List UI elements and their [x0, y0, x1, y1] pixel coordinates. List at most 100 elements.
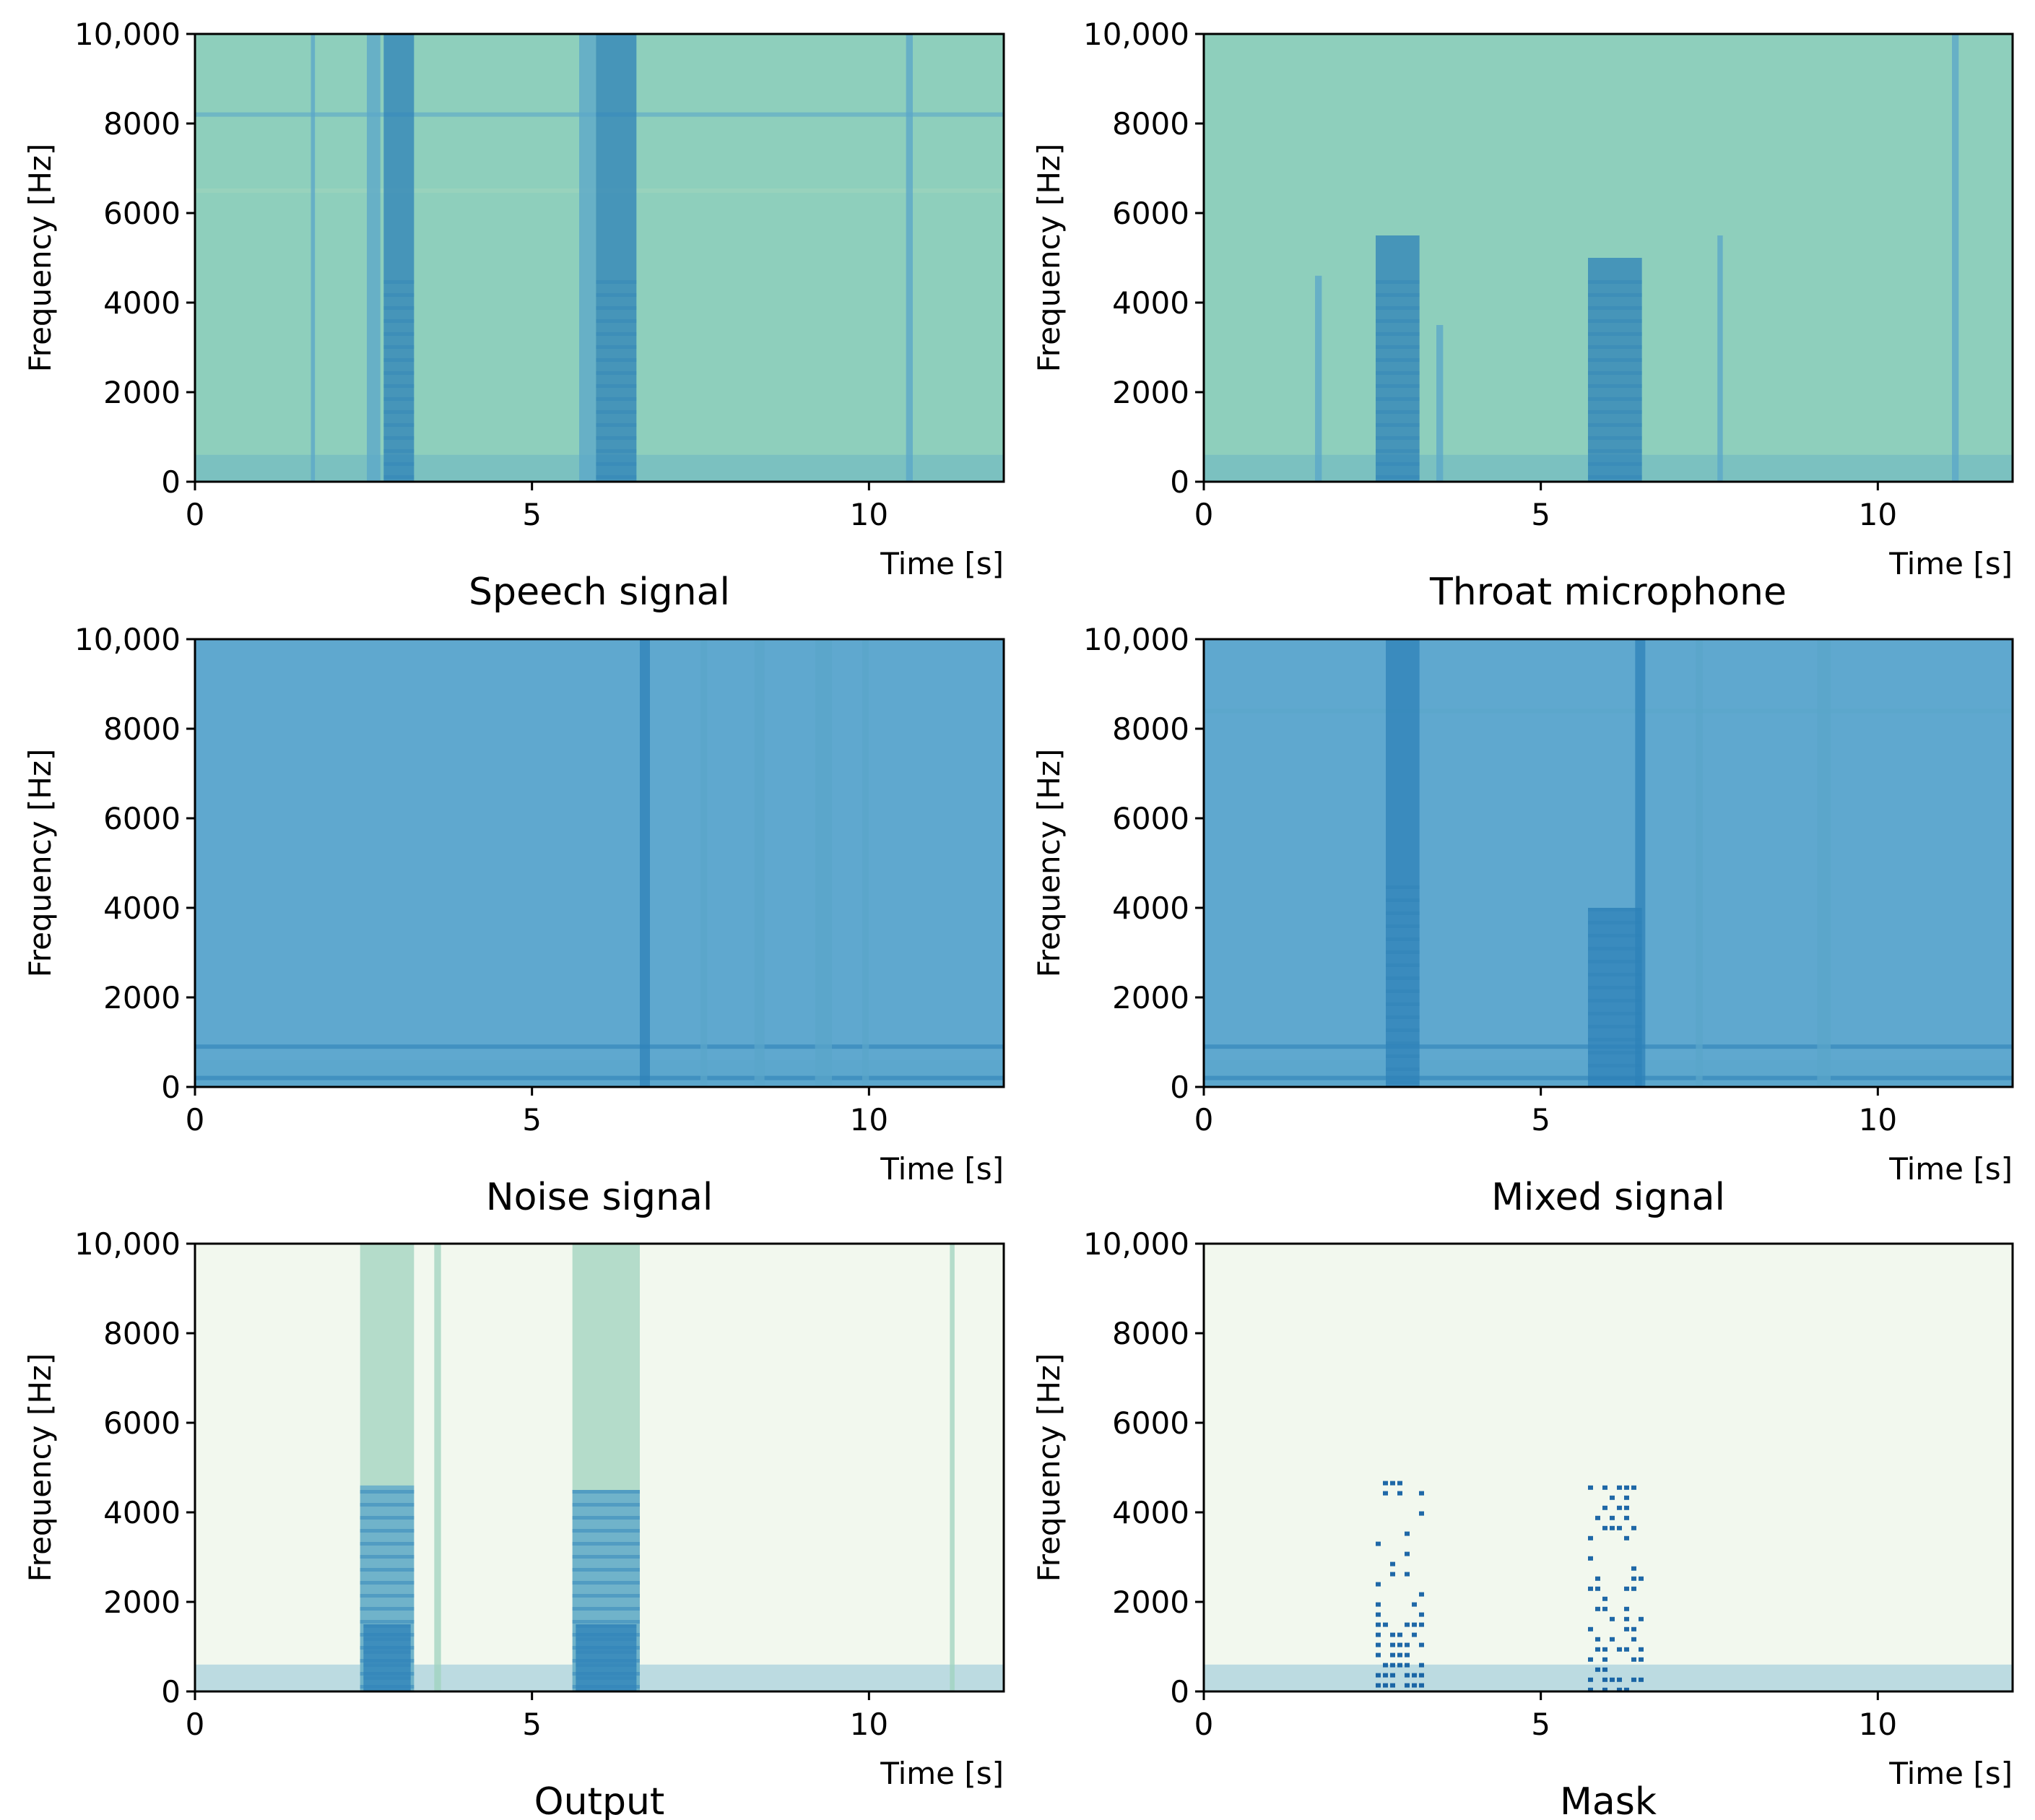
chart-3-ytick-label-5: 10,000: [1083, 622, 1189, 657]
chart-0-energy-band-2: [383, 34, 415, 482]
chart-1-xtick-label-0: 0: [1194, 497, 1214, 532]
chart-4-xtick-label-1: 5: [522, 1707, 542, 1742]
chart-2-ytick-label-0: 0: [161, 1070, 181, 1105]
chart-4-energy-band-3: [434, 1244, 441, 1691]
chart-3-xtick-label-2: 10: [1859, 1102, 1897, 1138]
chart-5-energy-band-1: [1588, 1485, 1644, 1691]
chart-5-xlabel: Time [s]: [1888, 1756, 2013, 1791]
chart-4-ytick-label-3: 6000: [103, 1405, 181, 1441]
chart-0-axes-frame: [194, 32, 1005, 483]
chart-0-xlabel: Time [s]: [880, 546, 1004, 581]
chart-0-energy-band-0: [311, 34, 316, 482]
chart-5-plot-area: [1204, 1244, 2013, 1691]
chart-3-energy-band-1: [1588, 908, 1642, 1087]
chart-2-xtick-label-0: 0: [186, 1102, 205, 1138]
chart-3-xlabel: Time [s]: [1888, 1151, 2013, 1187]
chart-1-ytick-label-4: 8000: [1112, 106, 1189, 142]
chart-5: 0 2000 4000 6000 8000 10,000 0 5 10 Time [s] Frequ…: [1031, 1226, 2014, 1820]
chart-3-energy-band-3: [1696, 639, 1703, 1087]
chart-0-ytick-label-2: 4000: [103, 285, 181, 321]
chart-3-ytick-label-3: 6000: [1112, 801, 1189, 836]
chart-0-ytick-label-0: 0: [161, 464, 181, 500]
chart-5-axes-frame: [1202, 1242, 2014, 1693]
chart-2-ytick-label-5: 10,000: [74, 622, 181, 657]
chart-3-title: Mixed signal: [1491, 1176, 1725, 1219]
chart-2-energy-band-2: [754, 639, 765, 1087]
chart-1-energy-band-1: [1376, 235, 1420, 482]
chart-4-ylabel: Frequency [Hz]: [22, 1353, 58, 1582]
chart-2-xtick-label-2: 10: [850, 1102, 888, 1138]
chart-4-plot-area: [195, 1244, 1004, 1691]
chart-3-axes-frame: [1202, 638, 2014, 1088]
chart-0-ylabel: Frequency [Hz]: [22, 144, 58, 373]
chart-3-energy-band-0: [1386, 639, 1420, 1087]
chart-3-xtick-label-0: 0: [1194, 1102, 1214, 1138]
chart-3-ytick-label-1: 2000: [1112, 980, 1189, 1015]
chart-2-energy-band-1: [700, 639, 708, 1087]
chart-5-ytick-label-2: 4000: [1112, 1495, 1189, 1530]
chart-2-ytick-label-1: 2000: [103, 980, 181, 1015]
chart-4-xlabel: Time [s]: [880, 1756, 1004, 1791]
chart-0-plot-area: [195, 34, 1004, 482]
chart-1-energy-band-2: [1436, 325, 1444, 482]
chart-5-title: Mask: [1560, 1780, 1657, 1820]
chart-4-xtick-label-0: 0: [186, 1707, 205, 1742]
chart-4-xtick-label-2: 10: [850, 1707, 888, 1742]
chart-1-xtick-label-1: 5: [1531, 497, 1550, 532]
chart-5-ytick-label-4: 8000: [1112, 1316, 1189, 1351]
chart-2-xtick-label-1: 5: [522, 1102, 542, 1138]
chart-2-ytick-label-3: 6000: [103, 801, 181, 836]
chart-4-axes-frame: [194, 1242, 1005, 1693]
chart-2-energy-band-3: [815, 639, 832, 1087]
chart-5-xtick-label-1: 5: [1531, 1707, 1550, 1742]
chart-1-energy-band-0: [1315, 275, 1322, 482]
chart-3-horizontal-line-2: [1204, 708, 2013, 714]
chart-0-ytick-label-1: 2000: [103, 375, 181, 410]
chart-1-ytick-label-2: 4000: [1112, 285, 1189, 321]
chart-4-ytick-label-0: 0: [161, 1674, 181, 1710]
chart-2-energy-band-4: [862, 639, 869, 1087]
chart-0-ytick-label-4: 8000: [103, 106, 181, 142]
chart-1-ylabel: Frequency [Hz]: [1031, 144, 1067, 373]
chart-3-plot-area: [1204, 639, 2013, 1087]
chart-5-low-frequency-band: [1204, 1664, 2013, 1691]
chart-5-ytick-label-5: 10,000: [1083, 1226, 1189, 1262]
chart-0-energy-band-5: [906, 34, 913, 482]
chart-0-energy-band-1: [367, 34, 381, 482]
chart-1-ytick-label-3: 6000: [1112, 196, 1189, 231]
chart-4-energy-band-2: [363, 1624, 411, 1691]
chart-3-ytick-label-4: 8000: [1112, 711, 1189, 747]
chart-0: 0 2000 4000 6000 8000 10,000 0 5 10 Time [s] Frequ…: [22, 17, 1005, 614]
chart-1-ytick-label-5: 10,000: [1083, 17, 1189, 52]
chart-0-energy-band-4: [596, 34, 637, 482]
chart-0-xtick-label-0: 0: [186, 497, 205, 532]
chart-1-energy-band-5: [1952, 34, 1959, 482]
chart-4: 0 2000 4000 6000 8000 10,000 0 5 10 Time [s] Frequ…: [22, 1226, 1005, 1820]
chart-0-energy-band-3: [579, 34, 596, 482]
chart-3-xtick-label-1: 5: [1531, 1102, 1550, 1138]
chart-0-ytick-label-5: 10,000: [74, 17, 181, 52]
chart-5-heatmap-background: [1204, 1244, 2013, 1691]
chart-5-ytick-label-1: 2000: [1112, 1585, 1189, 1620]
chart-0-ytick-label-3: 6000: [103, 196, 181, 231]
chart-1-plot-area: [1204, 34, 2013, 482]
chart-4-ytick-label-2: 4000: [103, 1495, 181, 1530]
chart-0-xtick-label-1: 5: [522, 497, 542, 532]
chart-4-ytick-label-5: 10,000: [74, 1226, 181, 1262]
chart-0-title: Speech signal: [469, 571, 730, 614]
chart-4-title: Output: [534, 1780, 665, 1820]
chart-3-ytick-label-2: 4000: [1112, 890, 1189, 926]
chart-5-energy-band-0: [1376, 1481, 1424, 1688]
chart-4-energy-band-6: [576, 1624, 637, 1691]
chart-0-xtick-label-2: 10: [850, 497, 888, 532]
chart-3-ytick-label-0: 0: [1170, 1070, 1189, 1105]
chart-2-plot-area: [195, 639, 1004, 1087]
chart-5-ytick-label-3: 6000: [1112, 1405, 1189, 1441]
chart-2-axes-frame: [194, 638, 1005, 1088]
chart-1-xtick-label-2: 10: [1859, 497, 1897, 532]
chart-3-energy-band-2: [1635, 639, 1646, 1087]
chart-5-xtick-label-0: 0: [1194, 1707, 1214, 1742]
chart-1-ytick-label-0: 0: [1170, 464, 1189, 500]
chart-5-ylabel: Frequency [Hz]: [1031, 1353, 1067, 1582]
